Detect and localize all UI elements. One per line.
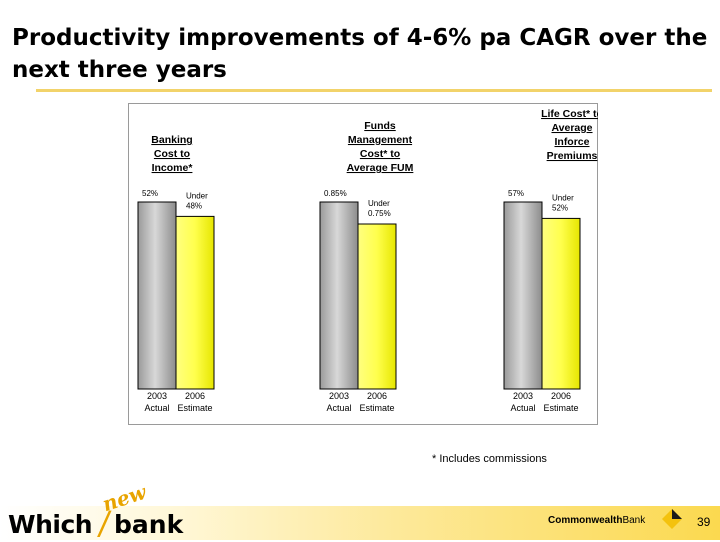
chart-title-1-line-1: Banking: [151, 134, 192, 146]
title-underline: [36, 89, 712, 92]
data-label-2-1: 0.85%: [324, 189, 347, 198]
logo-which-text: Which: [8, 510, 93, 539]
chart-title-1-line-2: Cost to: [154, 148, 190, 160]
chart-title-3-line-4: Premiums: [547, 150, 598, 162]
category-label-1-2-2: Estimate: [177, 403, 212, 413]
chart-title-3-line-1: Life Cost* to: [541, 108, 598, 120]
data-label-1-1: 52%: [142, 189, 158, 198]
category-label-3-2-2: Estimate: [543, 403, 578, 413]
category-label-1-2-1: 2006: [185, 391, 205, 401]
data-label-3-2-line-2: 52%: [552, 203, 568, 212]
chart-title-1-line-3: Income*: [152, 162, 194, 174]
data-label-1-2-line-2: 48%: [186, 201, 202, 210]
chart-title-2-line-3: Cost* to: [360, 148, 400, 160]
page-number: 39: [697, 515, 711, 529]
data-label-2-2-line-1: Under: [368, 199, 390, 208]
chart-title-2-line-2: Management: [348, 134, 413, 146]
bar-1-2: [175, 215, 215, 390]
commonwealth-bank-wordmark: CommonwealthBank: [548, 515, 645, 526]
bar-3-2: [541, 217, 581, 390]
chart-title-2-line-1: Funds: [364, 120, 396, 132]
data-label-3-1: 57%: [508, 189, 524, 198]
data-label-3-2-line-1: Under: [552, 193, 574, 202]
category-label-3-1-2: Actual: [510, 403, 535, 413]
charts-svg: 52% Under48%2003Actual2006Estimate0.85%Un…: [137, 108, 598, 413]
commonwealth-bank-diamond-icon: [662, 509, 682, 529]
data-label-1-2-line-1: Under: [186, 191, 208, 200]
footnote: * Includes commissions: [432, 453, 547, 465]
bar-2-2: [357, 223, 397, 390]
category-label-3-2-1: 2006: [551, 391, 571, 401]
category-label-1-1-1: 2003: [147, 391, 167, 401]
bar-1-1: [137, 201, 177, 390]
chart-title-2-line-4: Average FUM: [347, 162, 414, 174]
data-label-2-2-line-2: 0.75%: [368, 209, 391, 218]
logo-bank-text: bank: [114, 510, 184, 539]
page-title: Productivity improvements of 4-6% pa CAG…: [12, 25, 708, 83]
category-label-1-1-2: Actual: [144, 403, 169, 413]
which-new-bank-logo: Which / bank new: [8, 480, 208, 542]
bar-2-1: [319, 201, 359, 390]
cba-bold-text: Commonwealth: [548, 515, 623, 526]
category-label-2-2-2: Estimate: [359, 403, 394, 413]
category-label-3-1-1: 2003: [513, 391, 533, 401]
cba-light-text: Bank: [622, 515, 646, 526]
footer-band: [0, 506, 720, 540]
category-label-2-1-2: Actual: [326, 403, 351, 413]
category-label-2-2-1: 2006: [367, 391, 387, 401]
chart-title-3-line-2: Average: [551, 122, 592, 134]
bar-3-1: [503, 201, 543, 390]
chart-title-3-line-3: Inforce: [554, 136, 589, 148]
category-label-2-1-1: 2003: [329, 391, 349, 401]
